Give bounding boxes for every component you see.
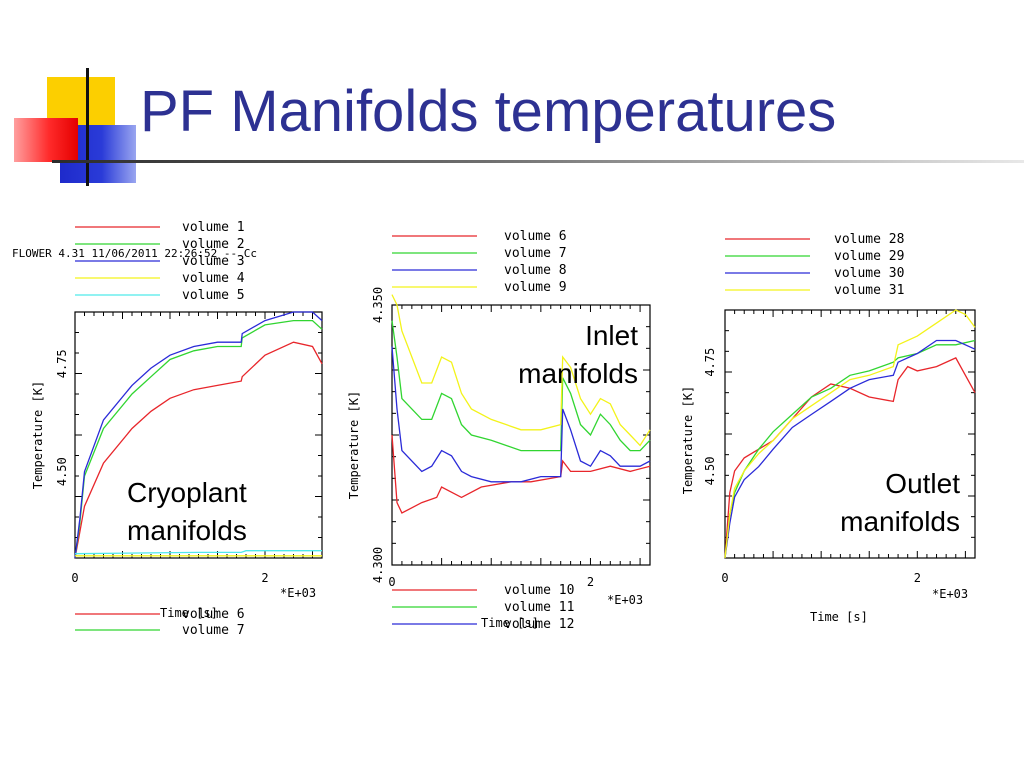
- x-tick-label: 2: [587, 575, 594, 589]
- y-axis-label: Temperature [K]: [347, 391, 361, 499]
- decor-vertical-line: [86, 68, 89, 186]
- y-tick-label: 4.50: [55, 457, 69, 486]
- label-outlet-line-1: Outlet: [885, 468, 960, 499]
- flower-header-text: FLOWER 4.31 11/06/2011 22:26:52 -- Cc: [12, 247, 257, 260]
- legend-label: volume 2: [182, 237, 245, 252]
- y-tick-label: 4.75: [703, 348, 717, 377]
- series-line-volume-8: [391, 346, 651, 483]
- series-line-volume-3: [74, 311, 323, 559]
- y-axis-label: Temperature [K]: [681, 386, 695, 494]
- page-title: PF Manifolds temperatures: [140, 79, 837, 144]
- label-cryoplant-line-2: manifolds: [127, 515, 247, 546]
- series-line-volume-1: [74, 341, 323, 559]
- x-axis-multiplier: *E+03: [932, 587, 968, 601]
- series-line-volume-31: [724, 309, 976, 559]
- legend-label: volume 11: [504, 600, 574, 615]
- legend-label: volume 31: [834, 283, 904, 298]
- x-tick-label: 2: [914, 571, 921, 585]
- label-cryoplant-line-1: Cryoplant: [127, 477, 247, 508]
- legend-label: volume 30: [834, 266, 904, 281]
- legend-label: volume 28: [834, 232, 904, 247]
- series-line-volume-9: [391, 294, 651, 447]
- title-underline: [52, 160, 1024, 163]
- y-tick-label: 4.75: [55, 349, 69, 378]
- series-line-volume-29: [724, 339, 976, 559]
- legend-label: volume 8: [504, 263, 567, 278]
- label-inlet-line-2: manifolds: [518, 358, 638, 389]
- y-tick-label: 4.350: [371, 287, 385, 323]
- legend-label: volume 7: [182, 623, 245, 638]
- label-outlet: Outlet manifolds: [812, 465, 960, 541]
- legend-label: volume 12: [504, 617, 574, 632]
- label-cryoplant: Cryoplant manifolds: [127, 474, 247, 550]
- legend-label: volume 3: [182, 254, 245, 269]
- x-tick-label: 0: [71, 571, 78, 585]
- legend-label: volume 10: [504, 583, 574, 598]
- x-tick-label: 0: [388, 575, 395, 589]
- legend-label: volume 4: [182, 271, 245, 286]
- series-line-volume-2: [74, 319, 323, 559]
- legend-label: volume 7: [504, 246, 567, 261]
- x-axis-multiplier: *E+03: [280, 586, 316, 600]
- x-tick-label: 0: [721, 571, 728, 585]
- y-axis-label: Temperature [K]: [31, 381, 45, 489]
- x-tick-label: 2: [261, 571, 268, 585]
- legend-label: volume 6: [182, 607, 245, 622]
- label-inlet: Inlet manifolds: [492, 317, 638, 393]
- x-axis-label: Time [s]: [481, 616, 539, 630]
- series-line-volume-5: [74, 550, 322, 555]
- legend-label: volume 6: [504, 229, 567, 244]
- legend-label: volume 5: [182, 288, 245, 303]
- label-inlet-line-1: Inlet: [585, 320, 638, 351]
- decor-red-square: [14, 118, 78, 162]
- series-line-volume-6: [391, 434, 651, 514]
- legend-label: volume 9: [504, 280, 567, 295]
- y-tick-label: 4.50: [703, 457, 717, 486]
- legend-label: volume 29: [834, 249, 904, 264]
- legend-label: volume 1: [182, 220, 245, 235]
- series-line-volume-7: [391, 320, 651, 452]
- x-axis-label: Time [s]: [810, 610, 868, 624]
- x-axis-multiplier: *E+03: [607, 593, 643, 607]
- label-outlet-line-2: manifolds: [840, 506, 960, 537]
- series-line-volume-30: [724, 339, 976, 559]
- x-axis-label: Time [s]: [160, 606, 218, 620]
- y-tick-label: 4.300: [371, 547, 385, 583]
